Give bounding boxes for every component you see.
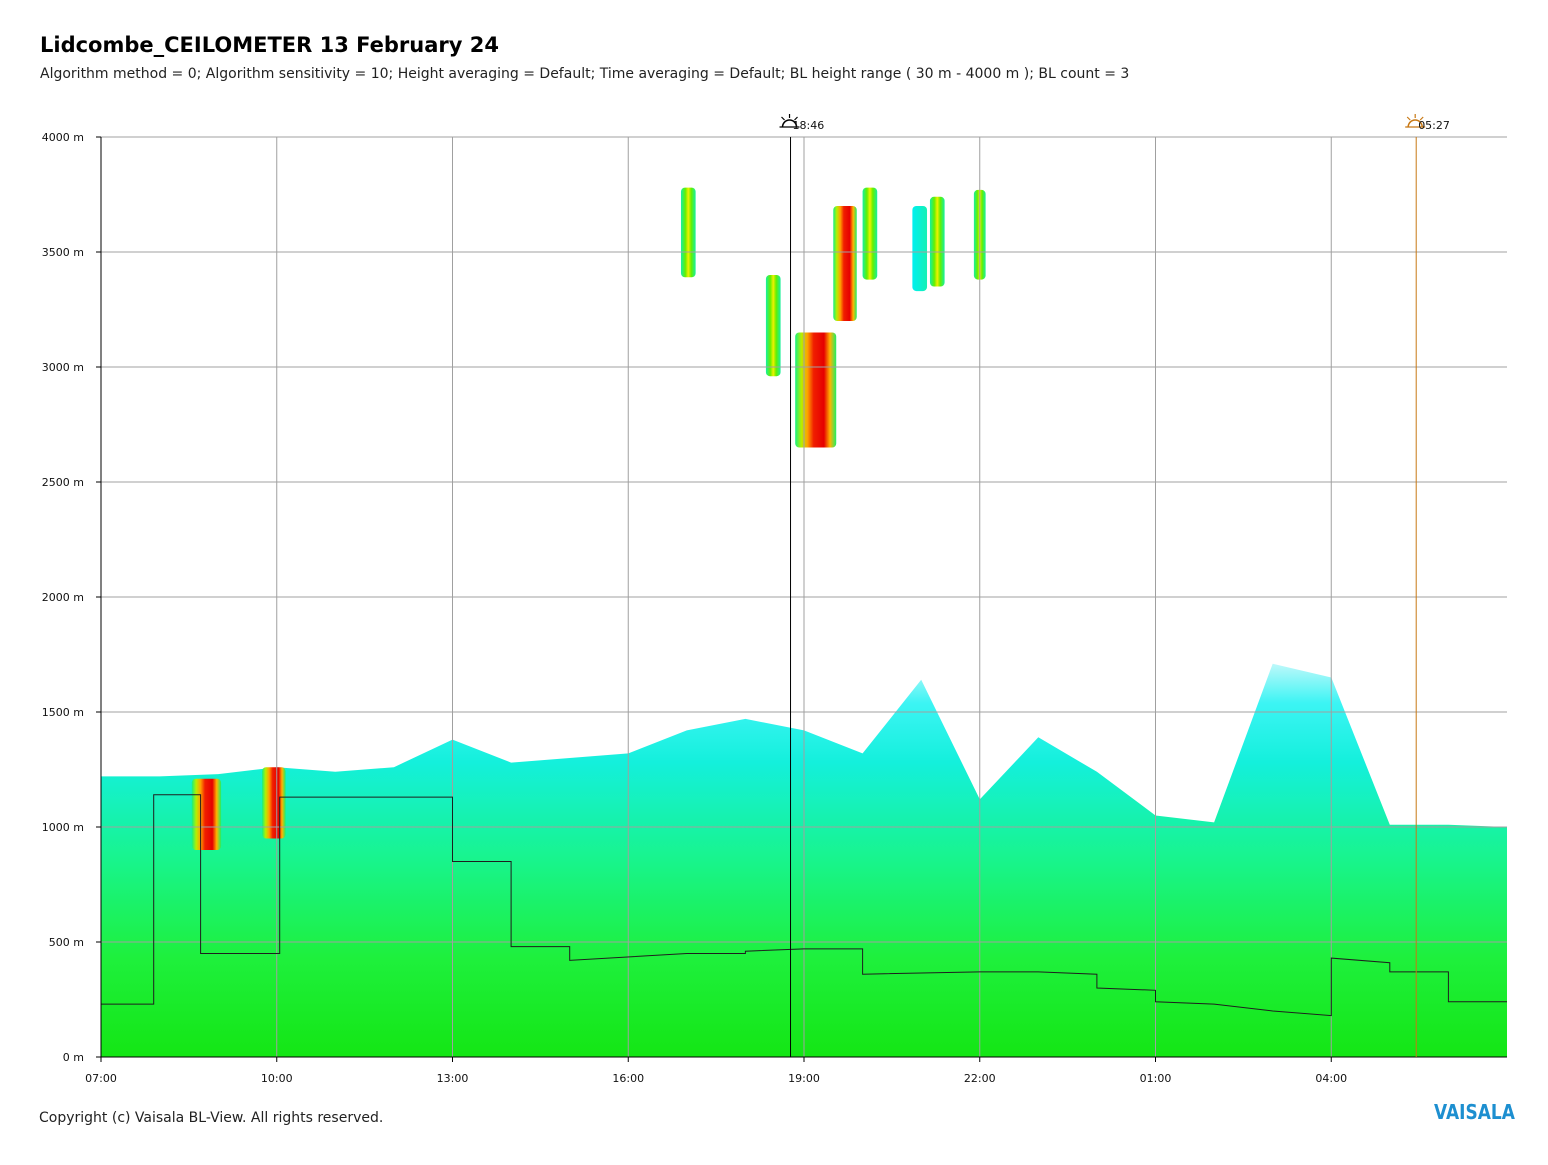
sun-markers: 18:46 05:27	[779, 114, 1450, 1057]
cloud-6	[833, 206, 857, 321]
cloud-3	[680, 187, 696, 278]
x-tick-label: 13:00	[437, 1072, 469, 1085]
bl-step-line	[101, 794, 1507, 1017]
chart-title: Lidcombe_CEILOMETER 13 February 24	[40, 33, 499, 57]
chart-subtitle: Algorithm method = 0; Algorithm sensitiv…	[40, 66, 1130, 82]
sunrise-time-label: 05:27	[1418, 119, 1450, 132]
x-tick-label: 04:00	[1315, 1072, 1347, 1085]
cloud-4	[765, 275, 781, 377]
y-tick-label: 0 m	[63, 1051, 84, 1064]
y-tick-label: 2500 m	[42, 476, 84, 489]
cloud-7	[862, 187, 878, 280]
x-tick-label: 22:00	[964, 1072, 996, 1085]
cloud-9	[929, 196, 945, 287]
sunrise-icon	[1405, 114, 1426, 128]
sunset-icon	[779, 114, 800, 128]
y-tick-label: 3500 m	[42, 246, 84, 259]
x-tick-label: 10:00	[261, 1072, 293, 1085]
x-tick-label: 01:00	[1140, 1072, 1172, 1085]
cloud-5	[795, 332, 837, 448]
sunset-time-label: 18:46	[793, 119, 825, 132]
x-tick-label: 19:00	[788, 1072, 820, 1085]
cloud-8	[912, 206, 928, 292]
boundary-layer-lines	[101, 794, 1507, 1017]
cloud-1	[191, 778, 222, 850]
y-tick-label: 1500 m	[42, 706, 84, 719]
y-tick-label: 3000 m	[42, 361, 84, 374]
vaisala-logo: VAISALA	[1434, 1100, 1515, 1124]
axes: 0 m 500 m 1000 m 1500 m 2000 m 2500 m 3000 m 35…	[42, 131, 1507, 1085]
y-tick-label: 2000 m	[42, 591, 84, 604]
y-tick-label: 1000 m	[42, 821, 84, 834]
copyright-text: Copyright (c) Vaisala BL-View. All right…	[39, 1110, 384, 1126]
y-tick-label: 4000 m	[42, 131, 84, 144]
x-tick-label: 07:00	[85, 1072, 117, 1085]
x-tick-label: 16:00	[612, 1072, 644, 1085]
y-tick-label: 500 m	[49, 936, 84, 949]
cloud-2	[262, 767, 286, 839]
